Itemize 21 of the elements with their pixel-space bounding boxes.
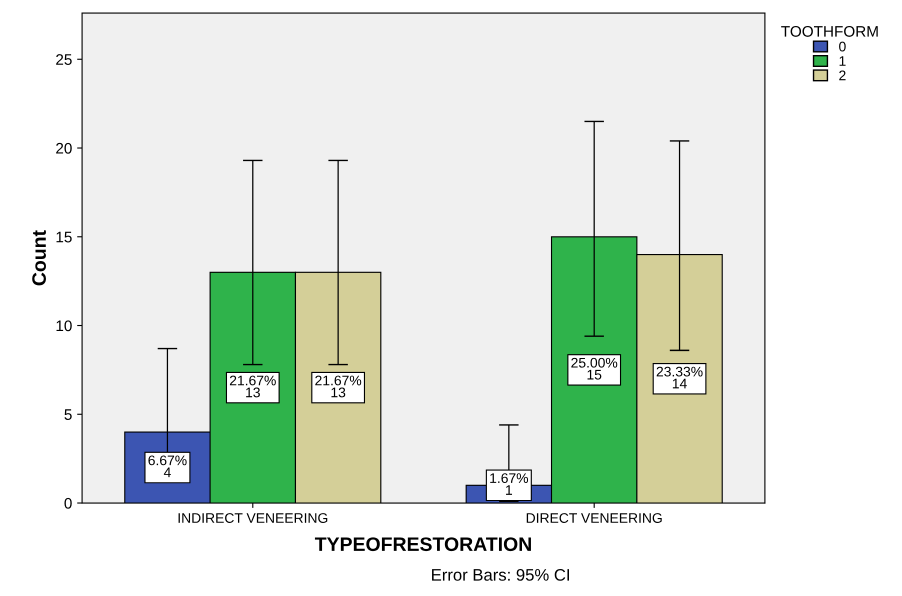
y-tick-label: 15	[56, 232, 72, 242]
legend-label: 0	[839, 42, 846, 52]
data-label: 21.67% 13	[315, 376, 362, 398]
x-tick-label: DIRECT VENEERING	[526, 513, 662, 523]
y-axis-title: Count	[32, 230, 46, 286]
data-label: 6.67% 4	[148, 455, 187, 478]
data-label: 21.67% 13	[230, 376, 276, 398]
data-label: 1.67% 1	[490, 473, 528, 495]
y-tick-label: 5	[64, 409, 72, 420]
y-tick-label: 0	[64, 498, 72, 509]
text: Error Bars: 95% CI	[432, 568, 569, 581]
legend-label: 2	[839, 70, 846, 80]
data-label: 23.33% 14	[656, 366, 703, 388]
legend-label: 1	[840, 56, 846, 66]
y-tick-label: 20	[56, 142, 72, 154]
y-tick-label: 25	[56, 54, 72, 65]
y-tick-label: 10	[56, 320, 72, 332]
legend-title: TOOTHFORM	[781, 26, 878, 37]
x-tick-label: INDIRECT VENEERING	[178, 513, 328, 523]
data-label: 25.00% 15	[571, 358, 618, 380]
x-axis-title: TYPEOFRESTORATION	[314, 537, 531, 552]
